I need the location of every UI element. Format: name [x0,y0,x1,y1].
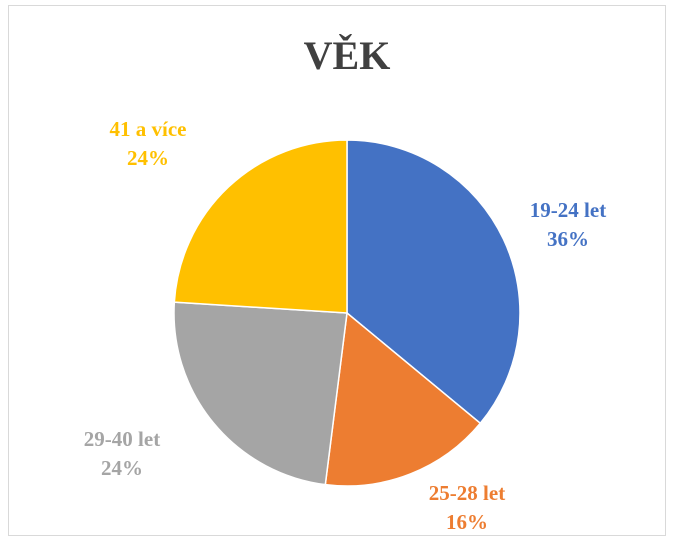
slice-category-label: 29-40 let [84,427,160,451]
slice-value-label: 24% [101,456,143,480]
slice-value-label: 24% [127,146,169,170]
slice-value-label: 16% [446,510,488,534]
slice-category-label: 25-28 let [429,481,505,505]
chart-title: VĚK [304,33,391,78]
pie-slice [173,301,348,486]
pie-slice [173,139,348,314]
slice-category-label: 41 a více [110,117,187,141]
slice-category-label: 19-24 let [530,198,606,222]
pie-slice [346,139,521,425]
pie-slice [324,311,482,487]
slice-value-label: 36% [547,227,589,251]
